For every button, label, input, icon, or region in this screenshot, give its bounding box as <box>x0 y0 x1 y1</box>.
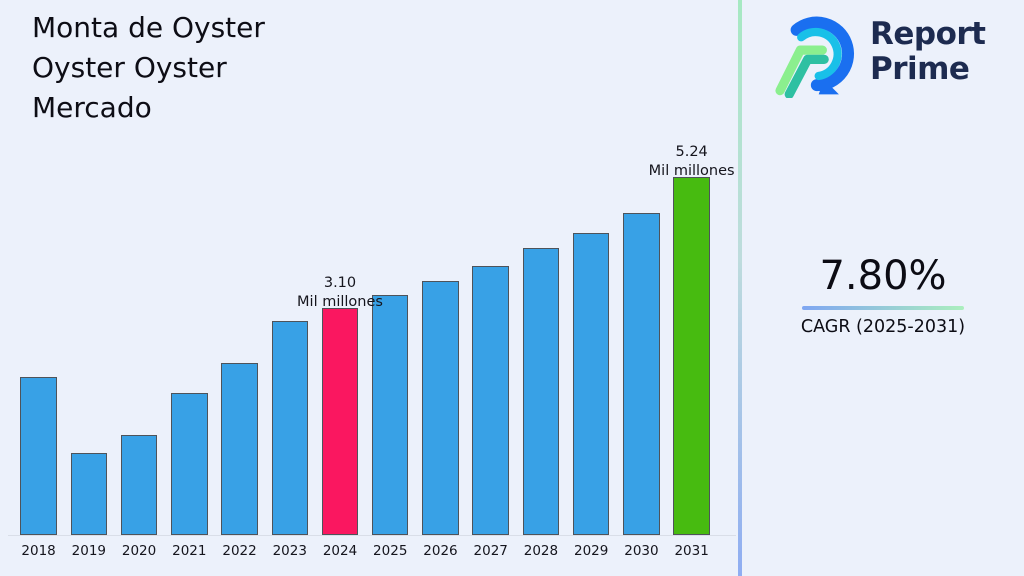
x-tick-2020: 2020 <box>121 543 157 559</box>
x-tick-2023: 2023 <box>272 543 307 559</box>
bar-2025 <box>371 295 409 535</box>
bar-2030 <box>623 213 660 535</box>
x-tick-2025: 2025 <box>373 543 408 559</box>
bar-2029 <box>572 233 610 535</box>
x-tick-2031: 2031 <box>674 543 709 559</box>
cagr-stat-block: 7.80% CAGR (2025-2031) <box>742 253 1024 337</box>
report-prime-logo-icon <box>775 16 854 98</box>
page-title-line-2: Oyster Oyster <box>32 51 227 84</box>
bar-label-2031: 5.24 Mil millones <box>648 144 735 179</box>
report-prime-wordmark: Report Prime <box>870 17 986 87</box>
bar-2028 <box>522 248 560 535</box>
bar-chart: 2018 2019 2020 2021 2022 2023 2024 2025 2026 2027… <box>8 144 736 559</box>
bar-2019 <box>70 453 108 535</box>
x-tick-2019: 2019 <box>71 543 107 559</box>
page-title: Monta de Oyster Oyster Oyster Mercado <box>32 8 265 128</box>
x-tick-2027: 2027 <box>473 543 508 559</box>
bar-2022 <box>221 363 258 535</box>
x-tick-2018: 2018 <box>21 543 56 559</box>
x-tick-2026: 2026 <box>423 543 458 559</box>
bar-2021 <box>171 393 208 535</box>
x-tick-2030: 2030 <box>624 543 659 559</box>
cagr-caption: CAGR (2025-2031) <box>800 317 966 337</box>
bar-2024 <box>321 308 359 535</box>
bar-2020 <box>120 435 158 535</box>
x-tick-2022: 2022 <box>222 543 257 559</box>
page-title-line-3: Mercado <box>32 91 152 124</box>
report-prime-logo: Report Prime <box>768 6 986 98</box>
bar-2018 <box>20 377 57 535</box>
page-title-line-1: Monta de Oyster <box>32 11 265 44</box>
x-axis-line <box>8 535 736 536</box>
bar-2023 <box>271 321 309 535</box>
cagr-underline-accent <box>802 306 964 310</box>
logo-word-prime: Prime <box>870 51 970 87</box>
logo-word-report: Report <box>870 16 986 52</box>
x-tick-2024: 2024 <box>322 543 358 559</box>
cagr-value: 7.80% <box>819 253 947 299</box>
x-tick-2028: 2028 <box>523 543 559 559</box>
bar-2027 <box>472 266 509 535</box>
vertical-gradient-divider <box>738 0 742 576</box>
x-tick-2029: 2029 <box>573 543 609 559</box>
x-tick-2021: 2021 <box>172 543 207 559</box>
bar-label-2024: 3.10 Mil millones <box>297 275 383 310</box>
bar-2026 <box>422 281 459 535</box>
bar-2031 <box>673 177 710 535</box>
